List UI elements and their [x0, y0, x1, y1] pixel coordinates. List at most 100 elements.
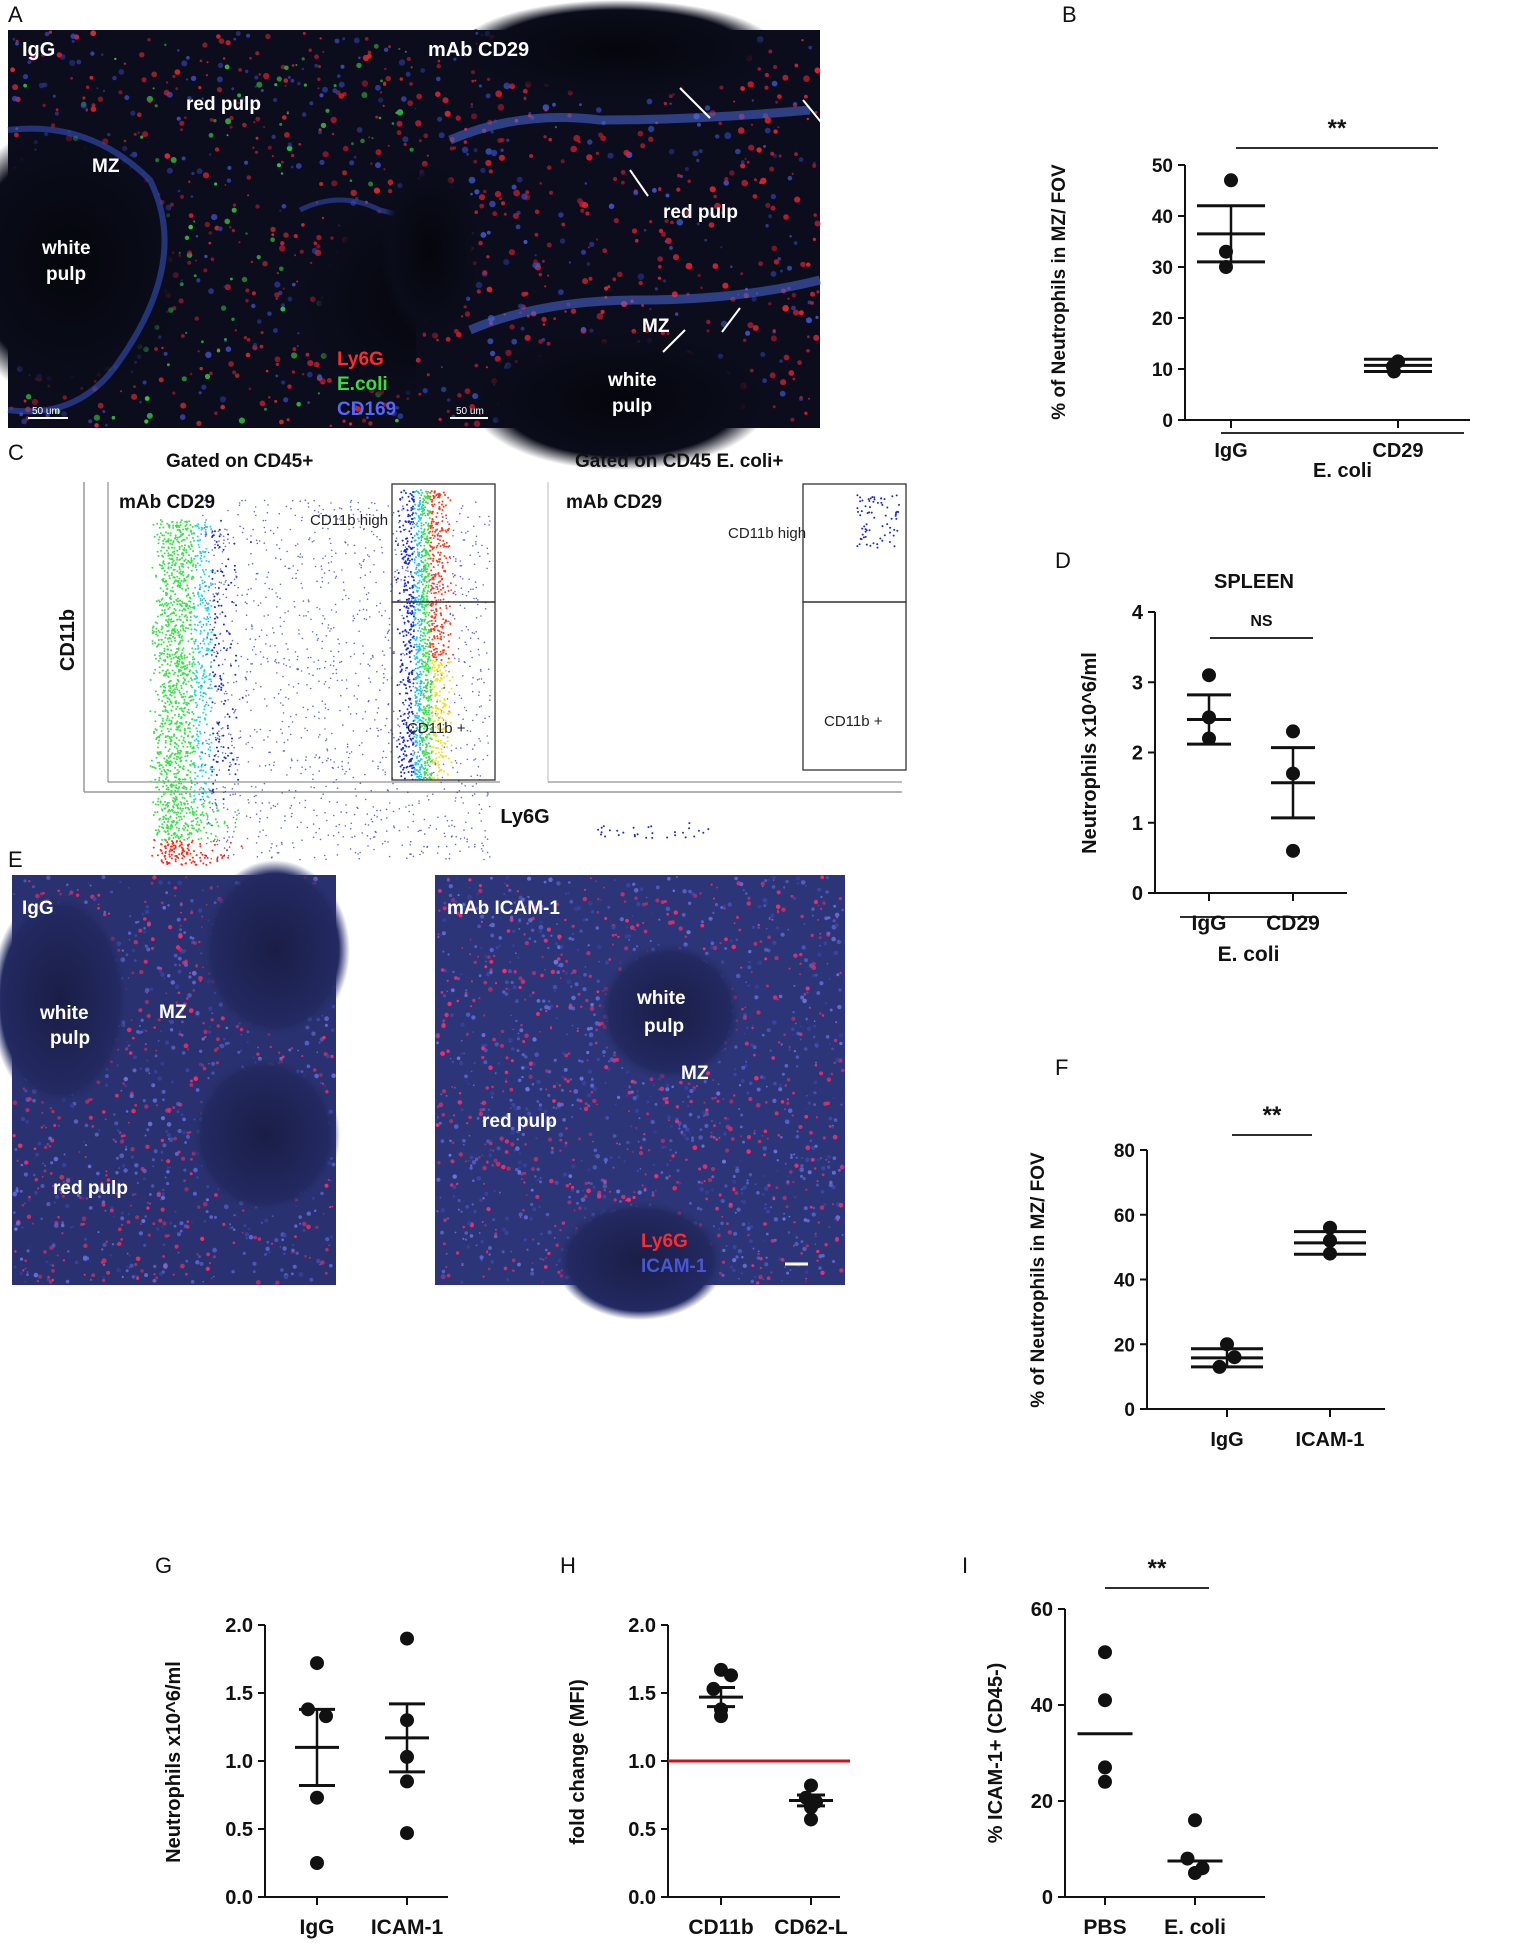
flow-event	[448, 640, 450, 643]
flow-event	[234, 793, 237, 795]
flow-event	[205, 863, 208, 866]
flow-event	[341, 569, 343, 571]
flow-event	[276, 526, 279, 529]
flow-event	[218, 839, 221, 842]
flow-event	[475, 597, 478, 600]
flow-event	[209, 582, 212, 585]
flow-event	[298, 802, 301, 804]
micrograph-speck	[105, 423, 108, 427]
flow-event	[201, 582, 204, 585]
micrograph-speck	[783, 214, 789, 220]
flow-event	[471, 631, 474, 634]
flow-event	[268, 850, 271, 852]
flow-event	[226, 727, 229, 730]
flow-event	[373, 564, 375, 566]
micrograph-speck	[223, 285, 226, 288]
flow-event	[388, 855, 391, 858]
flow-event	[451, 676, 454, 679]
flow-event	[463, 829, 465, 831]
micrograph-speck	[141, 77, 147, 83]
flow-event	[209, 749, 212, 752]
flow-event	[375, 698, 377, 701]
micrograph-speck	[772, 405, 776, 409]
flow-event	[222, 574, 225, 577]
flow-event	[226, 630, 228, 633]
micrograph-speck	[692, 150, 699, 157]
micrograph-speck	[538, 272, 543, 277]
flow-event	[348, 756, 350, 759]
flow-event	[213, 595, 216, 598]
micrograph-speck	[213, 119, 217, 123]
region-label: MZ	[642, 316, 670, 337]
flow-event	[379, 689, 381, 691]
flow-event	[350, 509, 353, 511]
flow-event	[206, 818, 209, 821]
flow-event	[382, 750, 385, 753]
micrograph-speck	[270, 226, 276, 233]
micrograph-speck	[366, 53, 372, 59]
micrograph-speck	[247, 194, 250, 197]
flow-event	[193, 557, 196, 560]
flow-event	[193, 672, 196, 675]
flow-event	[199, 757, 202, 760]
flow-event	[328, 686, 331, 689]
flow-event	[308, 673, 311, 675]
flow-event	[296, 569, 299, 572]
micrograph-speck	[356, 62, 362, 69]
flow-event	[194, 586, 197, 589]
micrograph-speck	[426, 373, 430, 377]
flow-event	[214, 543, 216, 546]
flow-event	[318, 608, 321, 610]
micrograph-speck	[478, 84, 482, 88]
flow-event	[344, 773, 346, 775]
flow-event	[293, 600, 296, 603]
micrograph-speck	[498, 154, 505, 161]
flow-event	[195, 676, 198, 679]
flow-event	[256, 572, 259, 575]
flow-event	[209, 599, 211, 602]
flow-event	[240, 845, 243, 848]
flow-event	[427, 774, 429, 776]
flow-event	[385, 756, 387, 759]
flow-event	[150, 759, 153, 762]
micrograph-speck	[658, 187, 662, 191]
micrograph-speck	[100, 53, 104, 56]
flow-event	[370, 530, 373, 533]
flow-event	[319, 586, 322, 588]
flow-event	[199, 667, 202, 669]
micrograph-speck	[607, 152, 614, 159]
flow-event	[306, 826, 309, 829]
flow-event	[199, 856, 202, 859]
flow-event	[397, 756, 400, 759]
flow-event	[305, 615, 307, 617]
flow-event	[184, 862, 187, 865]
micrograph-speck	[70, 33, 77, 40]
flow-event	[199, 597, 202, 600]
flow-event	[358, 857, 361, 860]
flow-event	[327, 834, 330, 836]
micrograph-speck	[440, 366, 443, 369]
micrograph-speck	[722, 282, 729, 289]
micrograph-speck	[415, 120, 422, 127]
micrograph-speck	[214, 147, 220, 152]
micrograph-speck	[760, 352, 766, 357]
flow-event	[193, 691, 196, 694]
flow-event	[190, 760, 193, 762]
micrograph-speck	[793, 241, 798, 245]
flow-event	[218, 528, 221, 531]
micrograph-speck	[371, 137, 374, 140]
micrograph-speck	[220, 404, 225, 410]
flow-event	[205, 532, 207, 534]
flow-event	[422, 744, 424, 746]
flow-event	[196, 744, 199, 747]
flow-event	[210, 687, 213, 690]
flow-event	[223, 647, 225, 649]
flow-event	[478, 516, 481, 518]
flow-event	[425, 490, 428, 493]
region-label: white	[607, 370, 657, 391]
micrograph-speck	[292, 347, 297, 351]
flow-event	[345, 679, 348, 681]
flow-event	[202, 695, 205, 698]
micrograph-speck	[752, 325, 759, 331]
flow-event	[440, 658, 443, 661]
